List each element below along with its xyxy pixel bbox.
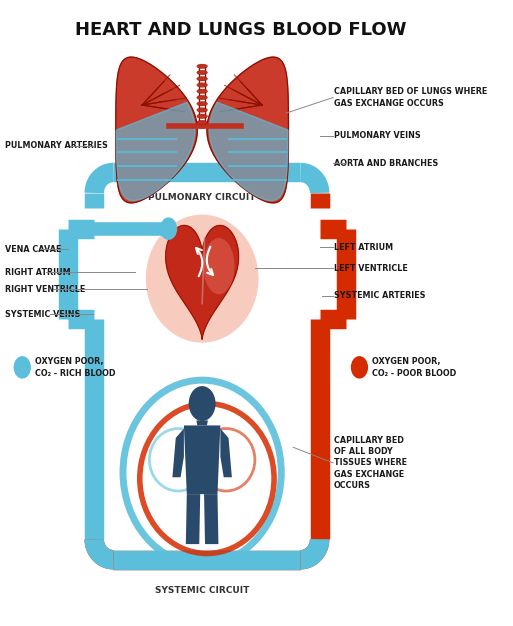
Ellipse shape [197, 114, 207, 118]
Text: AORTA AND BRANCHES: AORTA AND BRANCHES [334, 158, 438, 168]
Polygon shape [116, 57, 198, 203]
Text: SYSTEMIC ARTERIES: SYSTEMIC ARTERIES [334, 291, 425, 300]
Polygon shape [186, 494, 200, 544]
Ellipse shape [197, 95, 207, 100]
Polygon shape [221, 429, 232, 477]
Polygon shape [184, 426, 221, 494]
Ellipse shape [203, 238, 234, 294]
Text: RIGHT ATRIUM: RIGHT ATRIUM [6, 268, 71, 277]
Text: SYSTEMIC VEINS: SYSTEMIC VEINS [6, 310, 81, 319]
Text: PULMONARY VEINS: PULMONARY VEINS [334, 131, 421, 140]
Ellipse shape [197, 89, 207, 93]
Text: HEART AND LUNGS BLOOD FLOW: HEART AND LUNGS BLOOD FLOW [75, 21, 406, 39]
Text: OXYGEN POOR,
CO₂ - POOR BLOOD: OXYGEN POOR, CO₂ - POOR BLOOD [372, 357, 457, 377]
Circle shape [14, 356, 31, 379]
Ellipse shape [197, 76, 207, 81]
Ellipse shape [197, 101, 207, 106]
Polygon shape [204, 494, 219, 544]
Polygon shape [116, 102, 195, 201]
Text: CAPILLARY BED OF LUNGS WHERE
GAS EXCHANGE OCCURS: CAPILLARY BED OF LUNGS WHERE GAS EXCHANG… [334, 88, 487, 108]
Text: PULMONARY CIRCUIT: PULMONARY CIRCUIT [148, 193, 256, 202]
Polygon shape [196, 421, 208, 426]
Polygon shape [166, 225, 239, 339]
Text: CAPILLARY BED
OF ALL BODY
TISSUES WHERE
GAS EXCHANGE
OCCURS: CAPILLARY BED OF ALL BODY TISSUES WHERE … [334, 436, 407, 490]
Ellipse shape [197, 70, 207, 74]
Text: PULMONARY ARTERIES: PULMONARY ARTERIES [6, 141, 108, 150]
Polygon shape [209, 102, 288, 201]
Polygon shape [172, 429, 184, 477]
Polygon shape [207, 57, 288, 203]
Text: RIGHT VENTRICLE: RIGHT VENTRICLE [6, 285, 86, 294]
Circle shape [351, 356, 368, 379]
Text: LEFT ATRIUM: LEFT ATRIUM [334, 243, 393, 252]
Ellipse shape [146, 215, 259, 342]
Circle shape [189, 386, 215, 421]
Text: OXYGEN POOR,
CO₂ - RICH BLOOD: OXYGEN POOR, CO₂ - RICH BLOOD [35, 357, 116, 377]
Ellipse shape [197, 64, 207, 68]
Ellipse shape [197, 120, 207, 125]
Text: LEFT VENTRICLE: LEFT VENTRICLE [334, 264, 408, 272]
Text: VENA CAVAE: VENA CAVAE [6, 245, 62, 254]
Ellipse shape [197, 83, 207, 87]
Circle shape [160, 217, 177, 240]
Text: SYSTEMIC CIRCUIT: SYSTEMIC CIRCUIT [155, 587, 249, 595]
Ellipse shape [197, 108, 207, 112]
